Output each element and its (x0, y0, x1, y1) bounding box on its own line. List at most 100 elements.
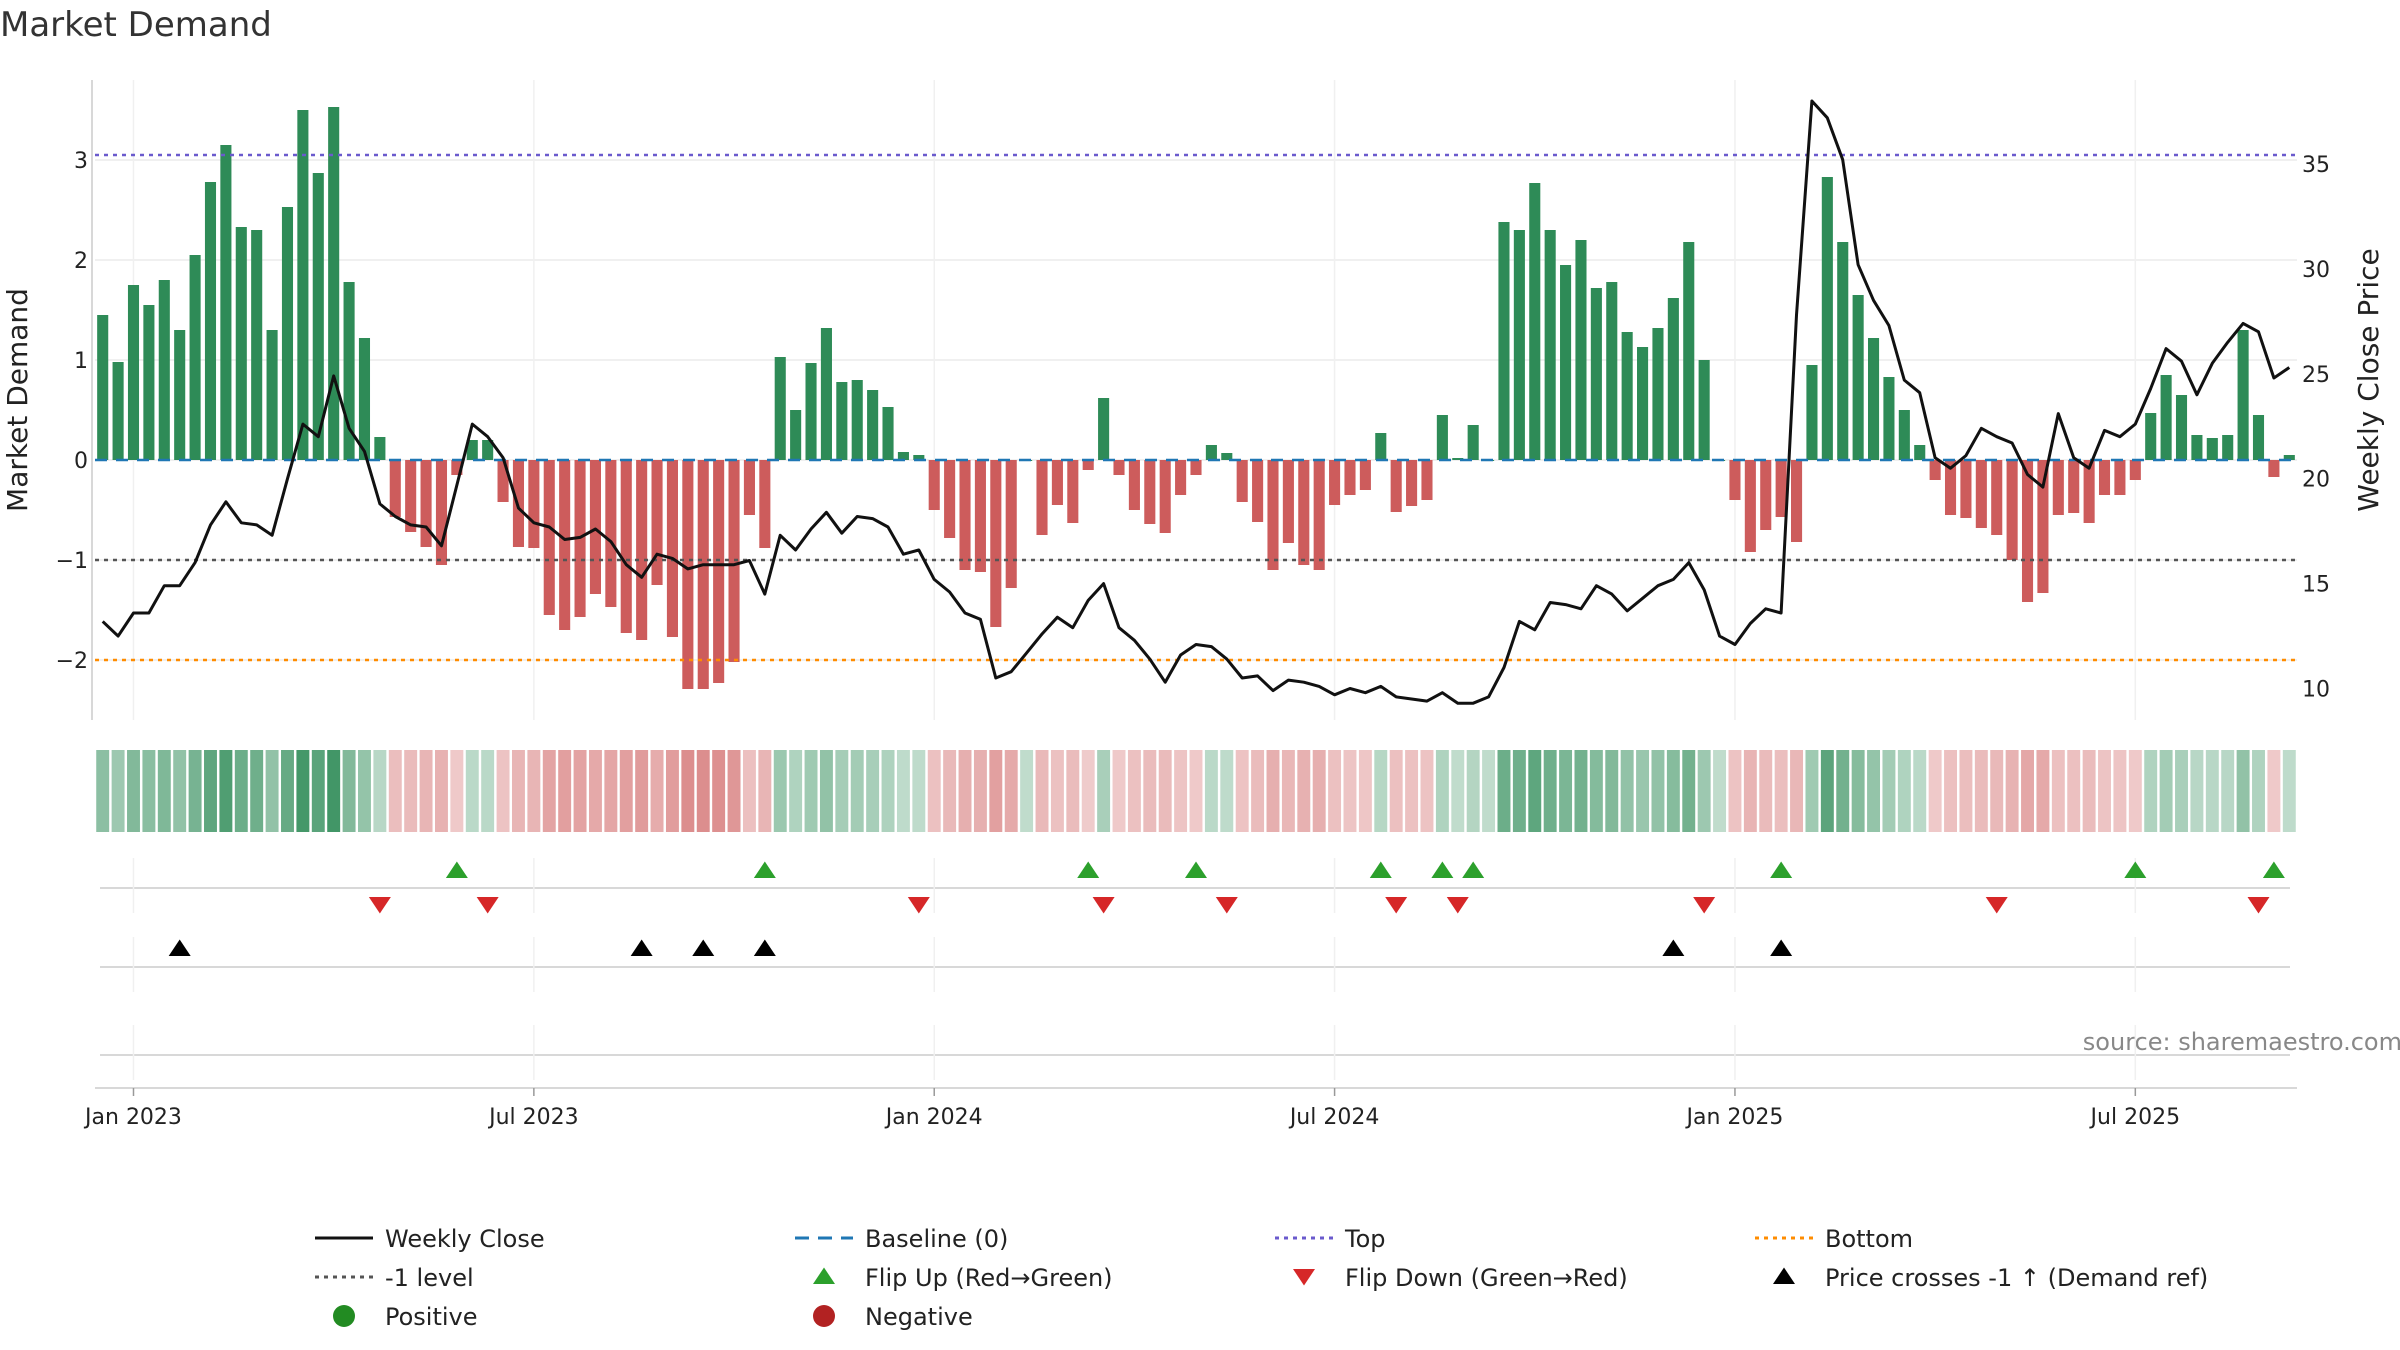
demand-strip-cell (465, 750, 479, 832)
demand-bar (1590, 288, 1602, 460)
demand-strip-cell (1574, 750, 1588, 832)
demand-strip-cell (1697, 750, 1711, 832)
demand-strip-cell (2252, 750, 2265, 832)
demand-bar (1036, 460, 1048, 535)
demand-bar (1452, 458, 1464, 460)
y-right-tick-label: 10 (2302, 678, 2330, 703)
demand-strip-cell (111, 750, 125, 832)
demand-bar (1375, 433, 1387, 460)
demand-strip-cell (388, 750, 402, 832)
demand-strip-cell (1343, 750, 1357, 832)
demand-bar (928, 460, 940, 510)
legend-item: -1 level (315, 1264, 474, 1292)
demand-bar (1806, 365, 1818, 460)
demand-strip-cell (1651, 750, 1665, 832)
demand-strip-cell (2221, 750, 2235, 832)
demand-bar (358, 338, 371, 460)
demand-strip-cell (1743, 750, 1757, 832)
legend-label: Flip Up (Red→Green) (865, 1264, 1113, 1292)
cross-signal-row (100, 937, 2290, 992)
cross-marker (1662, 939, 1685, 956)
demand-bar (1252, 460, 1264, 522)
demand-bar (220, 145, 232, 460)
demand-bar (528, 460, 540, 548)
demand-strip-cell (2113, 750, 2127, 832)
demand-bar (1436, 415, 1448, 460)
x-tick-label: Jul 2024 (1288, 1105, 1380, 1130)
demand-bar (1991, 460, 2003, 535)
demand-bar (281, 207, 294, 460)
flip-down-marker (2247, 897, 2270, 914)
empty-signal-row (100, 1025, 2290, 1080)
demand-strip-cell (1112, 750, 1126, 832)
x-tick-label: Jul 2023 (487, 1105, 579, 1130)
demand-strip-cell (1759, 750, 1773, 832)
demand-bar (589, 460, 601, 594)
cross-marker (168, 939, 191, 956)
legend-swatch-triangle-up (813, 1267, 835, 1284)
demand-strip-cell (327, 750, 341, 832)
y-left-tick-label: −2 (56, 649, 88, 674)
demand-bar (328, 107, 340, 460)
flip-up-marker (2124, 861, 2147, 878)
demand-strip-cell (1435, 750, 1449, 832)
demand-strip-cell (527, 750, 541, 832)
demand-bar (805, 363, 817, 460)
demand-strip-cell (96, 750, 110, 832)
demand-bar (1298, 460, 1310, 565)
legend-label: Baseline (0) (865, 1225, 1008, 1253)
y-axis-right-title: Weekly Close Price (2352, 248, 2385, 511)
legend-label: Weekly Close (385, 1225, 545, 1253)
x-axis: Jan 2023 Jul 2023 Jan 2024 Jul 2024 Jan 2025… (83, 1087, 2297, 1130)
demand-strip-cell (2128, 750, 2142, 832)
flip-up-marker (1077, 861, 1100, 878)
y-right-tick-label: 35 (2302, 153, 2330, 178)
legend-label: Negative (865, 1303, 973, 1331)
demand-bar (1144, 460, 1156, 524)
demand-strip-cell (2190, 750, 2204, 832)
demand-bar (1113, 460, 1125, 475)
demand-strip-cell (1944, 750, 1957, 832)
demand-bar (1637, 347, 1649, 460)
demand-bar (1390, 460, 1402, 512)
demand-strip-cell (1374, 750, 1388, 832)
demand-strip-cell (866, 750, 880, 832)
demand-bar (312, 173, 324, 460)
demand-bar (266, 330, 278, 460)
main-panel: −2 −1 0 1 2 3 10 15 20 25 30 35 (56, 80, 2330, 720)
demand-strip-cell (1682, 750, 1696, 832)
demand-bar (774, 357, 786, 460)
legend-label: Positive (385, 1303, 478, 1331)
demand-strip-cell (142, 750, 156, 832)
demand-bar (1421, 460, 1433, 500)
demand-strip-cell (927, 750, 941, 832)
demand-bar (127, 285, 140, 460)
demand-strip-cell (1358, 750, 1372, 832)
demand-bar (1082, 460, 1094, 470)
demand-bar (189, 255, 201, 460)
demand-bar (851, 380, 863, 460)
demand-strip-cell (758, 750, 772, 832)
demand-strip-cell (2036, 750, 2050, 832)
demand-strip-cell (1143, 750, 1157, 832)
demand-strip-cell (1882, 750, 1896, 832)
demand-strip-cell (588, 750, 602, 832)
demand-bar (1359, 460, 1371, 490)
demand-bar (1344, 460, 1356, 495)
demand-bar (204, 182, 217, 460)
demand-bar (759, 460, 771, 548)
demand-strip-cell (727, 750, 741, 832)
demand-strip-cell (1266, 750, 1280, 832)
demand-color-strip (96, 750, 2296, 832)
demand-bar (1098, 398, 1110, 460)
x-tick-label: Jan 2025 (1684, 1105, 1783, 1130)
demand-strip-cell (1235, 750, 1249, 832)
demand-bar (1159, 460, 1171, 533)
demand-bar (2222, 435, 2234, 460)
demand-bar (1898, 410, 1910, 460)
demand-strip-cell (650, 750, 664, 832)
demand-strip-cell (635, 750, 649, 832)
demand-strip-cell (1543, 750, 1557, 832)
legend-label: Bottom (1825, 1225, 1913, 1253)
demand-bar (343, 282, 355, 460)
